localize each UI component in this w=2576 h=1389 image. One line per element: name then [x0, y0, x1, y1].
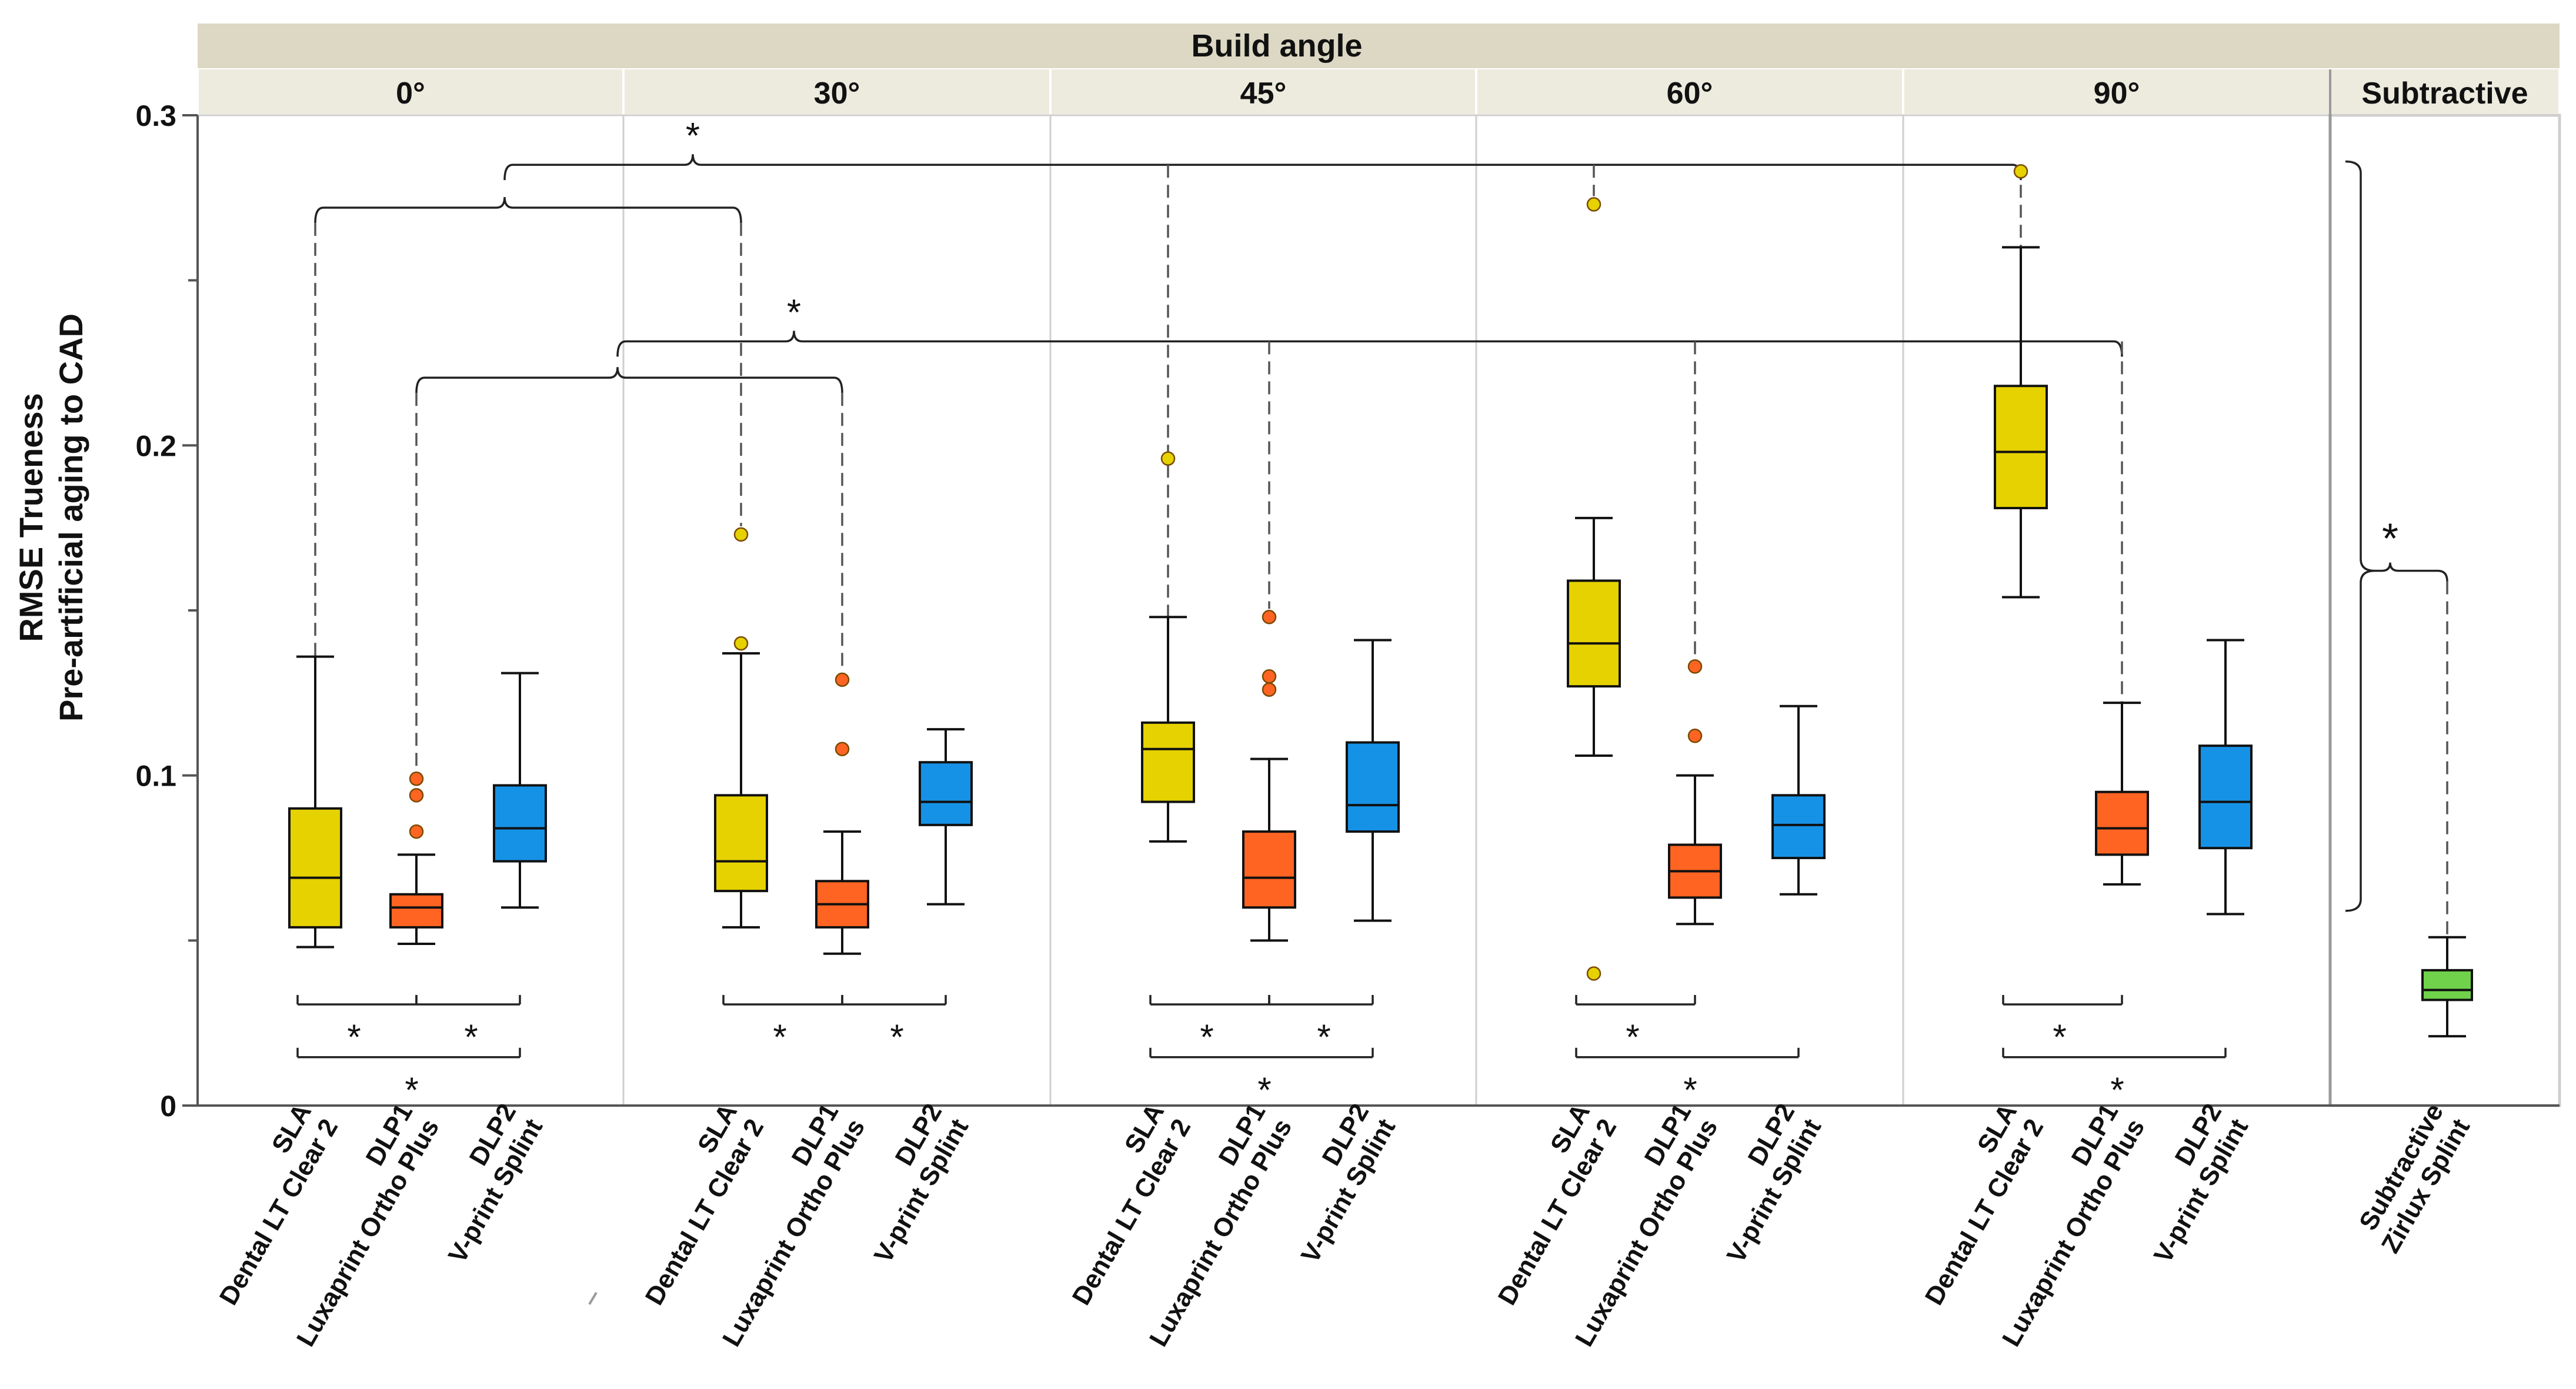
whiskers: [296, 246, 2466, 1038]
y-tick-label: 0: [160, 1090, 176, 1123]
significance-star: *: [890, 1017, 903, 1057]
significance-star: *: [347, 1017, 361, 1057]
outlier-point: [1586, 197, 1601, 212]
significance-star: *: [773, 1017, 786, 1057]
panel-label: 60°: [1667, 76, 1713, 111]
significance-star: *: [464, 1017, 478, 1057]
boxes: [288, 385, 2473, 1001]
y-tick-label: 0.3: [135, 99, 176, 132]
significance-star: *: [1317, 1017, 1330, 1057]
box-sla: [1994, 385, 2048, 509]
outlier-point: [1687, 729, 1703, 743]
y-tick-label: 0.1: [135, 760, 176, 793]
panel-label: 45°: [1240, 76, 1287, 111]
outlier-point: [1586, 966, 1601, 981]
panel-label: Subtractive: [2361, 76, 2528, 111]
panel-subheader-bg: [199, 69, 622, 114]
box-dlp2: [2198, 744, 2253, 850]
significance-star: *: [1683, 1070, 1697, 1110]
box-sla: [714, 794, 768, 893]
box-sla: [1141, 721, 1195, 803]
outlier-point: [2013, 164, 2028, 179]
outlier-point: [733, 527, 749, 542]
significance-star: *: [1257, 1070, 1271, 1110]
panel-subheaders: 0° 30° 45° 60° 90° Subtractive: [199, 69, 2558, 114]
box-dlp1: [1242, 830, 1296, 909]
stray-mark: [588, 1291, 598, 1305]
outlier-point: [1262, 669, 1277, 684]
outlier-point: [1160, 451, 1176, 466]
panel-subheader-bg: [1052, 69, 1475, 114]
outlier-point: [1687, 659, 1703, 674]
significance-star: *: [1200, 1017, 1213, 1057]
box-sla: [288, 807, 342, 929]
header-background: [198, 24, 2560, 68]
panel-subheader-bg: [1904, 69, 2329, 114]
box-dlp2: [493, 784, 547, 863]
box-subtractive: [2421, 969, 2473, 1001]
brace-sla-all: [503, 154, 2022, 181]
box-dlp2: [919, 761, 973, 826]
box-dlp1: [2095, 790, 2149, 856]
panel-label: 30°: [814, 76, 860, 111]
panel-subheader-bg: [625, 69, 1049, 114]
significance-star: *: [405, 1070, 418, 1110]
y-axis-label-line2: Pre-artificial aging to CAD: [52, 313, 89, 722]
y-axis: RMSE Trueness Pre-artificial aging to CA…: [12, 99, 2560, 1123]
chart-header: Build angle: [198, 24, 2560, 68]
panel-label: 0°: [396, 76, 425, 111]
significance-star: *: [2110, 1070, 2124, 1110]
significance-star: *: [1626, 1017, 1639, 1057]
significance-annotations: * * * * * * * * * * * * * * *: [296, 116, 2448, 1110]
outlier-point: [409, 788, 424, 803]
box-sla: [1567, 579, 1621, 688]
box-dlp2: [1346, 741, 1400, 833]
panel-label: 90°: [2094, 76, 2140, 111]
outlier-point: [835, 672, 850, 687]
outlier-point: [1262, 609, 1277, 625]
outlier-point: [835, 742, 850, 757]
box-dlp2: [1771, 794, 1826, 860]
y-tick-label: 0.2: [135, 429, 176, 462]
significance-star: *: [2382, 516, 2398, 563]
panel-subheader-bg: [1477, 69, 1902, 114]
outlier-point: [1262, 682, 1277, 697]
outliers: [409, 164, 2028, 981]
outlier-point: [409, 772, 424, 786]
y-axis-label-line1: RMSE Trueness: [12, 393, 49, 642]
box-dlp1: [389, 893, 443, 929]
brace-dlp1-0-30: [415, 367, 843, 393]
brace-subtractive-link: [2375, 562, 2448, 582]
significance-star: *: [686, 116, 700, 156]
significance-star: *: [2053, 1017, 2066, 1057]
header-title: Build angle: [1191, 28, 1362, 64]
outlier-point: [409, 824, 424, 839]
outlier-point: [733, 636, 749, 651]
panel-subheader-bg: [2331, 69, 2558, 114]
significance-star: *: [787, 293, 801, 333]
